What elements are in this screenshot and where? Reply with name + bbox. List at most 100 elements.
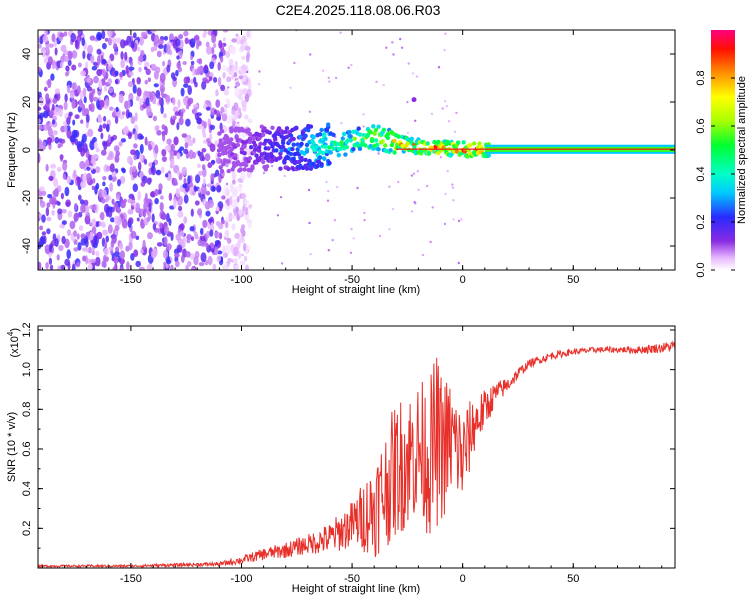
noise-speckle [52, 97, 58, 104]
noise-speckle [119, 71, 124, 78]
noise-speckle [245, 264, 249, 270]
noise-speckle [125, 245, 130, 252]
noise-speckle [437, 66, 441, 69]
ridge-blob [262, 126, 267, 131]
noise-speckle [236, 212, 240, 216]
noise-speckle [87, 263, 93, 270]
noise-speckle [85, 159, 90, 167]
noise-speckle [177, 66, 183, 73]
noise-speckle [325, 180, 328, 184]
colorbar-tick-label: 0.2 [695, 214, 707, 229]
noise-speckle [225, 188, 230, 197]
noise-speckle [139, 135, 144, 140]
noise-speckle [144, 136, 148, 146]
noise-speckle [46, 137, 53, 144]
noise-speckle [164, 225, 169, 235]
noise-speckle [207, 199, 214, 208]
noise-speckle [63, 31, 68, 37]
noise-speckle [91, 88, 96, 95]
ridge-blob [363, 143, 368, 148]
noise-speckle [209, 61, 215, 70]
noise-speckle [137, 46, 141, 52]
noise-speckle [108, 87, 114, 94]
noise-speckle [61, 235, 66, 245]
noise-speckle [205, 242, 209, 248]
noise-speckle [71, 82, 76, 90]
noise-speckle [176, 152, 181, 160]
noise-speckle [107, 30, 113, 38]
noise-speckle [109, 182, 113, 192]
noise-speckle [95, 147, 100, 153]
noise-speckle [183, 216, 188, 224]
noise-speckle [66, 84, 71, 94]
noise-speckle [106, 156, 111, 161]
noise-speckle [60, 44, 67, 53]
noise-speckle [211, 159, 216, 165]
spectrogram-x-tick-label: -100 [230, 274, 252, 286]
noise-speckle [347, 66, 350, 70]
noise-speckle [86, 166, 91, 171]
noise-speckle [235, 206, 240, 213]
noise-speckle [39, 97, 45, 106]
noise-speckle [53, 177, 59, 188]
noise-speckle [150, 30, 157, 33]
ridge-blob [219, 129, 225, 134]
snr-axes: -150 -100 -50 0 50 0.2 0.4 0.6 0.8 1.0 1.2 [21, 322, 675, 585]
noise-speckle [237, 240, 241, 249]
noise-speckle [217, 76, 222, 87]
noise-speckle [187, 98, 192, 107]
noise-speckle [131, 205, 134, 210]
noise-speckle [350, 227, 353, 231]
ridge-blob [258, 141, 263, 147]
ridge-blob [226, 144, 231, 149]
noise-speckle [363, 211, 366, 215]
noise-speckle [194, 200, 200, 206]
noise-speckle [257, 83, 261, 86]
noise-speckle [69, 220, 76, 230]
noise-speckle [197, 124, 203, 130]
noise-speckle [412, 172, 416, 175]
noise-speckle [50, 196, 57, 205]
noise-speckle [120, 59, 125, 69]
spectrogram-x-tick-label: -50 [344, 274, 360, 286]
noise-speckle [231, 258, 234, 263]
noise-speckle [234, 85, 237, 89]
noise-speckle [181, 166, 188, 176]
noise-speckle [74, 138, 79, 146]
ridge-blob [368, 130, 373, 135]
noise-speckle [212, 186, 216, 192]
ridge-blob [308, 124, 314, 129]
ridge-blob [261, 132, 266, 137]
noise-speckle [128, 240, 133, 251]
noise-speckle [126, 261, 130, 270]
noise-speckle [445, 105, 449, 108]
noise-speckle [115, 106, 119, 112]
noise-speckle [80, 180, 87, 189]
noise-speckle [446, 170, 449, 173]
noise-speckle [198, 262, 205, 267]
noise-speckle [168, 192, 173, 201]
noise-speckle [331, 238, 334, 242]
ridge-blob [261, 159, 266, 165]
noise-speckle [135, 202, 141, 213]
noise-speckle [178, 205, 183, 212]
noise-speckle [238, 208, 243, 216]
noise-speckle [159, 72, 166, 83]
noise-speckle [202, 167, 207, 178]
ridge-blob [331, 132, 336, 137]
figure-title: C2E4.2025.118.08.06.R03 [276, 2, 441, 18]
noise-speckle [72, 119, 76, 126]
noise-speckle [60, 125, 66, 133]
noise-speckle [74, 39, 79, 50]
noise-speckle [107, 134, 111, 144]
noise-speckle [96, 231, 103, 240]
spectrogram-xlabel: Height of straight line (km) [292, 284, 420, 296]
noise-speckle [145, 97, 150, 107]
noise-speckle [39, 36, 44, 45]
noise-speckle [178, 117, 184, 126]
noise-speckle [115, 246, 120, 253]
noise-speckle [202, 198, 206, 206]
noise-speckle [103, 115, 107, 122]
ridge-blob [373, 138, 379, 143]
noise-speckle [234, 232, 240, 239]
